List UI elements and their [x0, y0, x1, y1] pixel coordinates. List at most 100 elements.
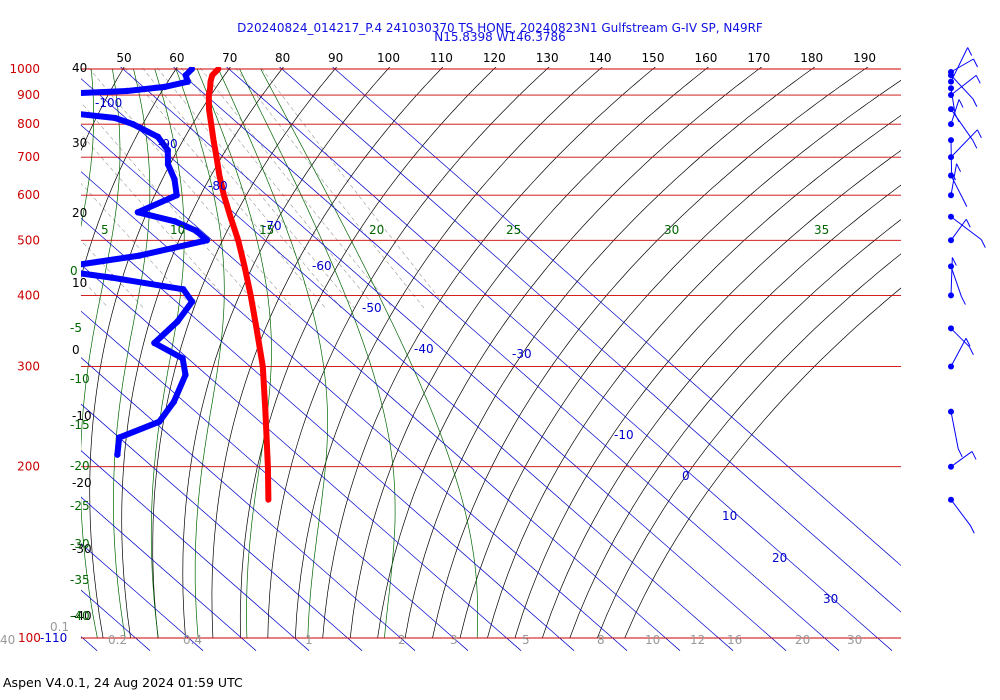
wind-barb-flag [960, 296, 966, 305]
pressure-label: 1000 [9, 62, 40, 76]
dry-adiabat-line [459, 79, 901, 639]
moist-left-label: -15 [70, 418, 90, 432]
wind-barb-column [948, 47, 986, 534]
wind-barb-staff [950, 328, 970, 348]
wind-barb-staff [950, 257, 953, 296]
isotherm-label: -60 [312, 259, 332, 273]
top-scale-label: 50 [116, 51, 131, 65]
isotherm-line [173, 67, 840, 651]
dewpoint-point [156, 418, 163, 425]
moist-left-label: -20 [70, 459, 90, 473]
left-scale-label: -40 [72, 609, 92, 623]
wind-barb-staff [950, 451, 973, 468]
dewpoint-point [171, 218, 178, 225]
pressure-label: 400 [17, 288, 40, 302]
isotherm-line [81, 543, 204, 651]
dry-adiabat-line [541, 184, 901, 639]
isotherm-label: -10 [614, 428, 634, 442]
wind-barb-flag [967, 47, 973, 56]
isotherm-line [0, 57, 44, 651]
dry-adiabat-line [596, 253, 901, 639]
left-scale-label: 20 [72, 206, 87, 220]
pressure-label: 200 [17, 460, 40, 474]
moist-left-label: -25 [70, 499, 90, 513]
isotherm-line [279, 67, 901, 613]
dewpoint-point [151, 339, 158, 347]
moist-left-label: -10 [70, 372, 90, 386]
dewpoint-point [174, 318, 181, 325]
isotherm-line [81, 310, 469, 651]
mixing-ratio-line [81, 101, 261, 309]
mixing-ratio-line [81, 133, 235, 309]
left-scale-label: 0 [72, 343, 80, 357]
isotherm-line [81, 217, 575, 651]
chart-traces [46, 67, 272, 503]
dewpoint-point [115, 434, 123, 441]
top-scale-label: 110 [430, 51, 453, 65]
dewpoint-point [188, 67, 196, 73]
isotherm-line [81, 450, 310, 651]
left-scale-label: -30 [72, 542, 92, 556]
dewpoint-point [58, 109, 64, 115]
moist-adiabat-line [239, 68, 396, 639]
top-scale-label: 60 [169, 51, 184, 65]
moist-adiabat-label: 35 [814, 223, 829, 237]
mixing-ratio-line [81, 240, 144, 309]
dewpoint-point [164, 161, 172, 168]
pressure-label: 300 [17, 360, 40, 374]
isotherm-label: -100 [95, 96, 122, 110]
top-scale-label: 80 [275, 51, 290, 65]
isotherm-line [332, 67, 901, 567]
wind-barb-staff [950, 218, 967, 241]
wind-barb-staff [950, 47, 969, 82]
moist-adiabat-line [0, 69, 6, 638]
dewpoint-point [203, 237, 211, 244]
dewpoint-point [129, 120, 137, 128]
top-scale-label: 170 [747, 51, 770, 65]
isotherm-label: -70 [262, 219, 282, 233]
mixing-ratio-label: 20 [795, 633, 810, 647]
wind-barb-flag [972, 140, 978, 149]
pressure-label: 900 [17, 88, 40, 102]
moist-left-label: 0 [70, 264, 78, 278]
wind-barb-flag [965, 219, 971, 228]
dry-adiabat-line [152, 67, 338, 639]
wind-barb-flag [968, 346, 974, 356]
wind-barb-flag [976, 129, 982, 139]
isotherm-line [120, 67, 787, 651]
dry-adiabat-line [0, 57, 23, 638]
isotherm-label: 10 [722, 509, 737, 523]
isotherm-label: 20 [772, 551, 787, 565]
top-scale-label: 130 [536, 51, 559, 65]
mixing-ratio-label: 8 [597, 633, 605, 647]
mixing-ratio-line [260, 67, 448, 309]
left-scale-label: -20 [72, 476, 92, 490]
mixing-ratio-label: 5 [522, 633, 530, 647]
wind-barb-staff [950, 74, 977, 96]
wind-barb-staff [950, 499, 971, 526]
moist-adiabat-line [81, 68, 121, 639]
wind-barb-flag [957, 448, 963, 458]
pressure-label: 600 [17, 188, 40, 202]
wind-barb-flag [962, 198, 968, 207]
top-scale-label: 180 [800, 51, 823, 65]
mixing-ratio-line [123, 67, 326, 309]
dry-adiabat-line [239, 67, 497, 639]
dewpoint-point [154, 133, 162, 141]
wind-barb-staff [950, 175, 964, 199]
dewpoint-point [164, 146, 171, 154]
moist-adiabat-label: 5 [101, 223, 109, 237]
moist-adiabat-line [260, 68, 479, 639]
wind-barb-staff [950, 99, 960, 125]
dewpoint-point [46, 266, 52, 272]
pressure-label: 500 [17, 233, 40, 247]
dewpoint-point [182, 72, 189, 79]
wind-barb-flag [972, 98, 978, 107]
dewpoint-point [112, 114, 119, 122]
wind-barb-flag [951, 257, 957, 266]
mixing-ratio-label: 40 [0, 633, 15, 647]
wind-barb-staff [950, 129, 978, 158]
wind-barb-staff [950, 266, 962, 297]
mixing-ratio-label: 2 [398, 633, 406, 647]
